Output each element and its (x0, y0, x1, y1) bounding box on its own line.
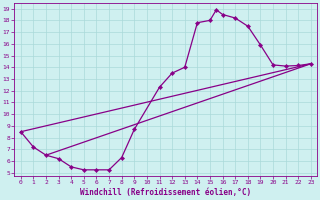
X-axis label: Windchill (Refroidissement éolien,°C): Windchill (Refroidissement éolien,°C) (80, 188, 252, 197)
